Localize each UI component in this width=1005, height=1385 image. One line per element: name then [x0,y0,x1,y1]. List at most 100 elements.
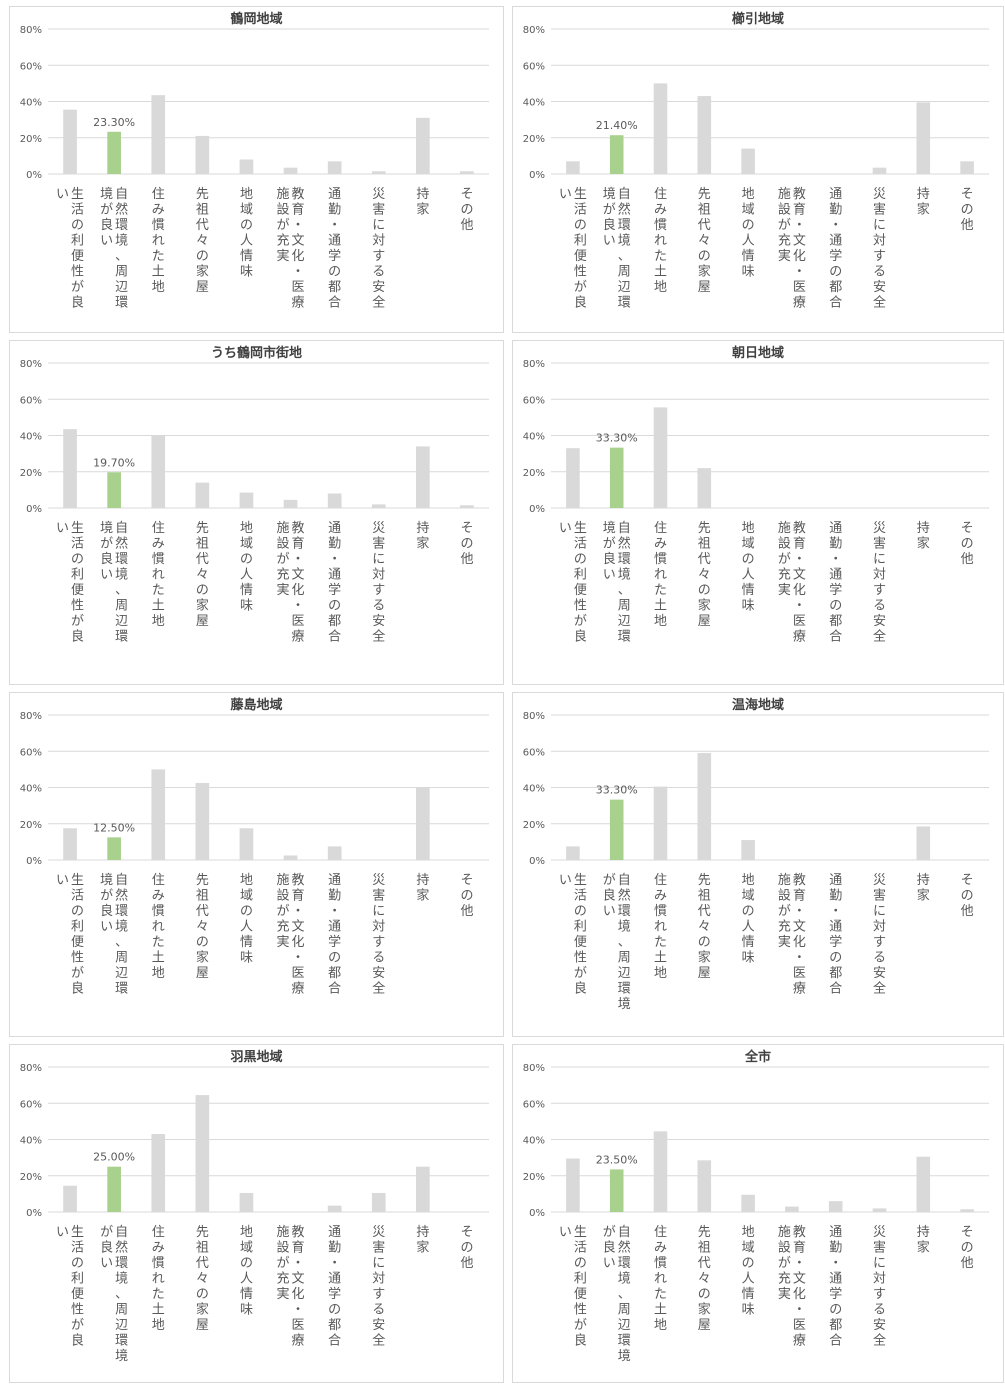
category-label-char: 先 [698,873,711,888]
category-label-char: 祖 [196,1241,209,1256]
category-label-char: 育 [793,536,806,552]
category-label-char: ・ [793,599,806,614]
category-label-char: 土 [152,599,165,614]
y-tick-label: 80% [20,711,42,722]
category-label-char: の [240,1256,253,1271]
category-label-char: 環 [115,1334,128,1349]
bar [63,109,77,174]
bar [916,826,931,860]
category-label-char: 土 [152,1303,165,1318]
category-label-char: 然 [115,888,128,904]
category-label-char: み [654,203,667,218]
category-label-char: 辺 [115,1318,128,1333]
y-tick-label: 60% [523,395,545,406]
chart-panel: 藤島地域 0% 20% 40% 60% 80% 12.50% 生活の利便性が良い自然環境、周辺… [9,692,504,1037]
category-label-char: 安 [372,280,385,295]
category-label-char: 々 [698,234,711,249]
category-label-char: 周 [115,1303,128,1318]
chart-panel: 朝日地域 0% 20% 40% 60% 80% 33.30% 生活の利便性が良い自然環境、周辺… [512,340,1004,685]
category-label-char: が [71,614,84,629]
category-label-char: 然 [618,536,631,552]
category-label-char: み [654,537,667,552]
category-label-char: の [196,249,209,264]
category-label-char: た [152,583,165,598]
category-label-char: 環 [115,296,128,311]
category-label-char: 境 [100,521,113,536]
category-label-char: 然 [115,202,128,218]
category-label-char: 人 [742,568,755,583]
category-label-char: 療 [292,296,305,311]
category-label-char: の [961,537,974,552]
category-label-char: 実 [778,248,791,264]
category-label-char: 安 [873,966,886,981]
category-label-char: 活 [574,1241,587,1256]
category-label-char: 他 [961,1256,974,1271]
category-label-char: 良 [574,629,587,645]
category-label-char: 環 [618,1334,631,1349]
category-label-char: た [654,935,667,950]
category-label-char: 化 [793,935,806,950]
y-tick-label: 40% [523,784,545,795]
category-label-char: 対 [372,920,385,935]
category-label-char: 勤 [829,1241,842,1256]
category-label-char: 持 [917,521,930,536]
bar [566,448,580,508]
category-label-char: 人 [240,234,253,249]
category-label-char: 活 [71,537,84,552]
category-label-char: 性 [574,1303,587,1318]
category-label-char: 人 [240,568,253,583]
category-label-char: 実 [277,248,290,264]
category-label-char: 他 [460,552,473,567]
category-label-char: ・ [292,552,305,567]
y-tick-label: 20% [20,468,42,479]
category-label-char: す [372,249,385,264]
category-label-char: 祖 [196,203,209,218]
category-label-char: 良 [574,1333,587,1349]
y-tick-label: 0% [529,1208,545,1219]
category-label-char: る [372,599,385,614]
category-label-char: の [742,904,755,919]
category-label-char: 安 [873,1318,886,1333]
category-label-char: 々 [196,920,209,935]
bar [697,96,712,174]
category-label-char: 活 [574,889,587,904]
category-label-char: 情 [742,249,755,264]
category-label-char: 情 [742,583,755,598]
category-label-char: 良 [100,903,113,919]
category-label-char: 文 [292,568,305,583]
category-label-char: に [372,552,385,567]
category-label-char: 良 [574,295,587,311]
category-label-char: 地 [152,614,165,629]
category-label-char: の [961,203,974,218]
category-label-char: る [873,265,886,280]
category-label-char: 活 [574,203,587,218]
category-label-char: 住 [654,873,667,888]
category-label-char: い [56,1225,69,1240]
category-label-char: 生 [574,521,587,536]
category-label-char: 設 [277,536,290,552]
category-label-char: 生 [574,873,587,888]
category-label-char: 環 [618,904,631,919]
category-label-char: 通 [829,568,842,583]
category-label-char: 代 [196,1256,209,1271]
category-label-char: 住 [152,187,165,202]
category-label-char: 利 [71,234,84,249]
category-label-char: 利 [574,234,587,249]
bar [63,1185,77,1212]
category-label-char: 施 [277,1225,290,1240]
category-label-char: 情 [240,583,253,598]
category-label-char: 自 [618,873,631,888]
data-label: 21.40% [596,119,638,132]
category-label-char: 医 [292,280,305,295]
category-label-char: 家 [416,888,429,904]
y-tick-label: 20% [523,134,545,145]
category-label-char: 家 [196,598,209,614]
category-label-char: 教 [793,520,806,536]
category-label-char: 育 [793,1240,806,1256]
category-label-char: た [654,583,667,598]
category-label-char: い [559,187,572,202]
category-label-char: 周 [618,1303,631,1318]
category-label-char: が [100,537,113,552]
category-label-char: の [574,218,587,233]
